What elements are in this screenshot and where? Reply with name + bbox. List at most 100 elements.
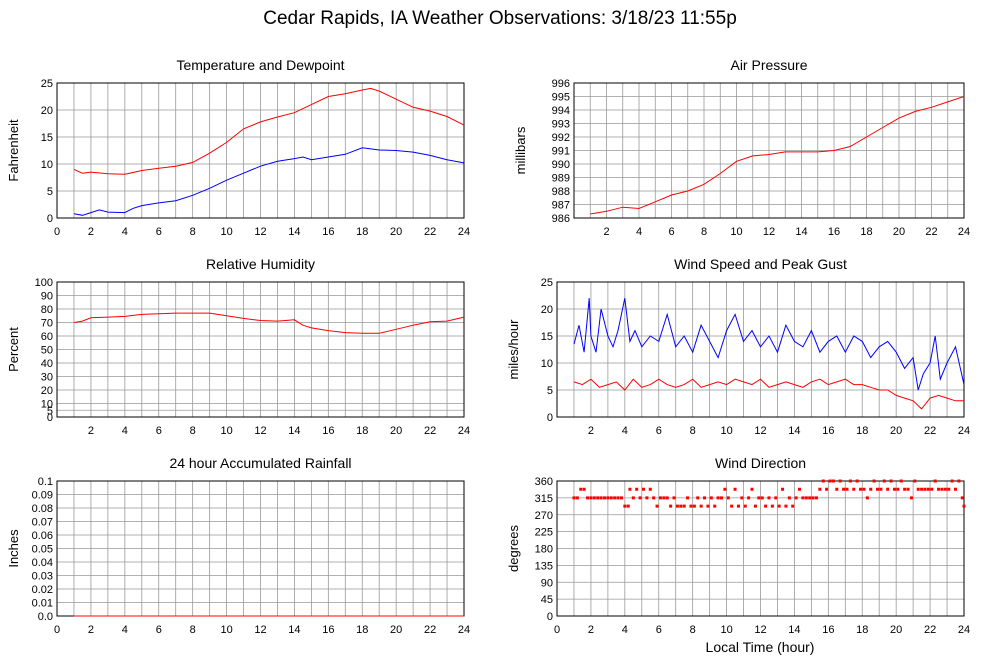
x-tick-label: 16 (322, 226, 334, 238)
direction-point (906, 487, 910, 491)
direction-point (602, 496, 606, 500)
y-tick-label: 15 (41, 132, 53, 144)
x-tick-label: 4 (122, 425, 128, 437)
x-tick-label: 2 (588, 425, 594, 437)
x-tick-label: 16 (822, 425, 834, 437)
direction-point (616, 496, 620, 500)
y-axis-label: degrees (506, 525, 521, 572)
y-tick-label: 100 (35, 277, 53, 289)
direction-point (686, 496, 690, 500)
x-tick-label: 18 (356, 624, 368, 636)
direction-point (645, 496, 649, 500)
direction-point (730, 504, 734, 508)
direction-point (957, 479, 961, 483)
x-tick-label: 8 (701, 226, 707, 238)
x-axis-label: Local Time (hour) (706, 639, 815, 655)
direction-point (750, 487, 754, 491)
direction-point (719, 496, 723, 500)
direction-point (947, 487, 951, 491)
y-tick-label: 15 (541, 331, 553, 343)
direction-point (613, 496, 617, 500)
x-tick-label: 22 (424, 425, 436, 437)
direction-point (962, 504, 966, 508)
plot-frame (573, 82, 965, 219)
direction-point (791, 504, 795, 508)
x-tick-label: 24 (958, 226, 970, 238)
x-tick-label: 24 (958, 425, 970, 437)
direction-point (764, 504, 768, 508)
y-tick-label: 70 (41, 318, 53, 330)
series-line-wind-0 (573, 298, 965, 391)
series-line-pressure-0 (590, 96, 965, 215)
series-line-wind-1 (573, 378, 964, 410)
y-tick-label: 0 (47, 412, 53, 424)
plot-frame (56, 281, 465, 418)
direction-point (814, 496, 818, 500)
direction-point (950, 479, 954, 483)
y-tick-label: 0 (547, 611, 553, 623)
x-tick-label: 20 (890, 624, 902, 636)
y-tick-label: 996 (552, 78, 570, 90)
y-tick-label: 0.0 (38, 611, 53, 623)
x-tick-label: 10 (220, 425, 232, 437)
x-tick-label: 14 (288, 425, 300, 437)
x-tick-label: 10 (720, 425, 732, 437)
plot-frame (56, 82, 465, 219)
y-tick-label: 20 (41, 105, 53, 117)
direction-point (913, 479, 917, 483)
y-tick-label: 0 (547, 412, 553, 424)
x-tick-label: 22 (424, 624, 436, 636)
x-tick-label: 22 (424, 226, 436, 238)
direction-point (628, 487, 632, 491)
direction-point (675, 504, 679, 508)
direction-point (699, 504, 703, 508)
x-tick-label: 8 (190, 226, 196, 238)
y-tick-label: 0 (47, 213, 53, 225)
direction-point (825, 487, 829, 491)
direction-point (859, 487, 863, 491)
x-tick-label: 22 (925, 226, 937, 238)
direction-point (933, 479, 937, 483)
x-tick-label: 10 (730, 226, 742, 238)
x-tick-label: 0 (54, 226, 60, 238)
y-tick-label: 0.03 (32, 571, 53, 583)
direction-point (592, 496, 596, 500)
direction-point (743, 504, 747, 508)
direction-point (954, 487, 958, 491)
direction-point (804, 496, 808, 500)
direction-point (623, 504, 627, 508)
direction-point (648, 487, 652, 491)
x-tick-label: 24 (458, 425, 470, 437)
y-tick-label: 0.01 (32, 598, 53, 610)
x-tick-label: 20 (390, 226, 402, 238)
y-tick-label: 0.05 (32, 544, 53, 556)
y-tick-label: 0.08 (32, 503, 53, 515)
direction-point (770, 504, 774, 508)
y-tick-label: 270 (535, 510, 553, 522)
direction-point (713, 504, 717, 508)
y-tick-label: 10 (41, 399, 53, 411)
y-tick-label: 989 (552, 173, 570, 185)
direction-point (709, 496, 713, 500)
x-tick-label: 10 (220, 624, 232, 636)
y-axis-label: Percent (6, 327, 21, 372)
direction-point (658, 496, 662, 500)
x-tick-label: 4 (622, 425, 628, 437)
direction-point (638, 496, 642, 500)
direction-point (703, 496, 707, 500)
y-tick-label: 0.06 (32, 530, 53, 542)
x-tick-label: 18 (860, 226, 872, 238)
x-tick-label: 12 (754, 425, 766, 437)
x-tick-label: 8 (690, 425, 696, 437)
y-tick-label: 180 (535, 544, 553, 556)
panel-title: Wind Direction (715, 455, 806, 471)
x-tick-label: 6 (656, 425, 662, 437)
direction-point (579, 487, 583, 491)
direction-point (760, 496, 764, 500)
x-tick-label: 2 (88, 425, 94, 437)
direction-point (726, 496, 730, 500)
x-tick-label: 8 (690, 624, 696, 636)
y-tick-label: 315 (535, 493, 553, 505)
direction-point (845, 487, 849, 491)
